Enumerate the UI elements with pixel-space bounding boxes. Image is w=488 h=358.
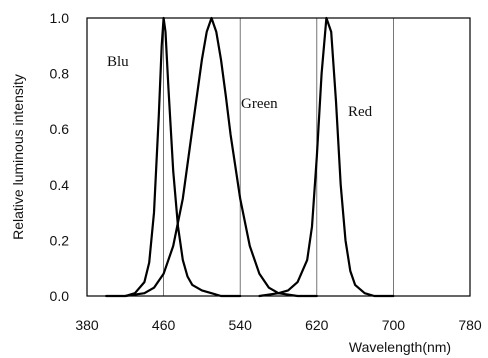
y-tick-label: 0.2: [50, 232, 70, 248]
y-tick-label: 0.4: [50, 177, 70, 193]
y-tick-label: 0.0: [50, 288, 70, 304]
series-line-blue: [105, 16, 242, 298]
y-tick-label: 0.6: [50, 121, 70, 137]
annotation-green: Green: [241, 96, 278, 112]
plot-frame: [86, 17, 471, 297]
grid-lines: [163, 18, 394, 296]
x-tick-label: 780: [458, 317, 482, 333]
series-line-green: [124, 16, 318, 298]
series-line-red: [258, 16, 395, 298]
annotation-red: Red: [348, 104, 373, 120]
tick-labels: 380 460 540 620 700 780 0.0 0.2 0.4 0.6 0.8 1.0: [50, 10, 482, 333]
x-axis-title: Wavelength(nm): [349, 339, 451, 355]
series-group: [105, 16, 395, 298]
x-tick-label: 460: [152, 317, 176, 333]
x-tick-label: 620: [305, 317, 329, 333]
y-tick-label: 1.0: [50, 10, 70, 26]
x-tick-label: 700: [382, 317, 406, 333]
y-tick-label: 0.8: [50, 66, 70, 82]
y-axis-title: Relative luminous intensity: [10, 74, 26, 240]
annotation-blue: Blu: [107, 54, 129, 70]
x-tick-label: 540: [229, 317, 253, 333]
x-tick-label: 380: [75, 317, 99, 333]
